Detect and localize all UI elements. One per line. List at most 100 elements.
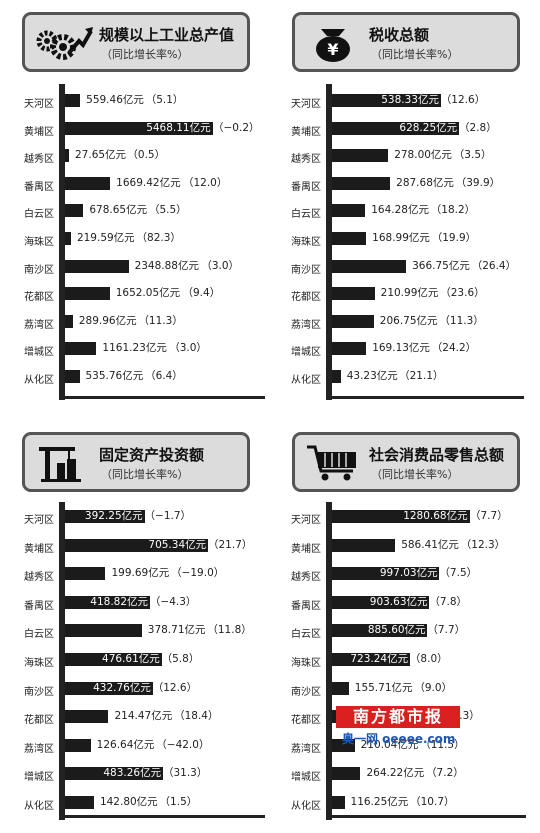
value-label: 278.00亿元 bbox=[394, 149, 452, 162]
category-label: 黄埔区 bbox=[291, 126, 321, 138]
bar bbox=[65, 204, 84, 218]
bar bbox=[332, 176, 391, 190]
category-label: 荔湾区 bbox=[24, 743, 54, 755]
panel-fixed-asset-investment: 固定资产投资额 （同比增长率%） 天河区 392.25亿元 （−1.7） 黄埔区 705… bbox=[0, 416, 270, 832]
value-label: 432.76亿元 bbox=[93, 681, 151, 694]
growth-label: （12.6） bbox=[440, 94, 486, 106]
value-label: 1652.05亿元 bbox=[115, 287, 181, 300]
category-label: 增城区 bbox=[24, 347, 54, 359]
bar bbox=[332, 567, 440, 581]
growth-label: （3.5） bbox=[453, 149, 492, 162]
category-label: 番禺区 bbox=[291, 181, 321, 193]
x-axis bbox=[326, 815, 526, 818]
category-label: 荔湾区 bbox=[291, 743, 321, 755]
value-label: 483.26亿元 bbox=[103, 767, 162, 780]
bar bbox=[65, 738, 91, 752]
value-label: 116.25亿元 bbox=[350, 796, 409, 808]
growth-label: （1.5） bbox=[159, 796, 198, 808]
panel-industrial-output: 规模以上工业总产值 （同比增长率%） 天河区 559.46亿元 （5.1） 黄埔区 54… bbox=[0, 0, 270, 416]
category-label: 从化区 bbox=[291, 801, 321, 812]
bar bbox=[65, 176, 111, 190]
value-label: 155.71亿元 bbox=[354, 681, 413, 694]
bar bbox=[332, 287, 375, 301]
growth-label: （−1.7） bbox=[144, 510, 192, 522]
value-label: 164.28亿元 bbox=[371, 204, 429, 217]
panel-header: 固定资产投资额 （同比增长率%） bbox=[22, 432, 250, 492]
bar bbox=[332, 370, 341, 383]
bar bbox=[65, 342, 97, 356]
bar bbox=[65, 314, 73, 328]
growth-label: （−19.0） bbox=[171, 567, 225, 580]
growth-label: （24.2） bbox=[431, 342, 477, 355]
value-label: 5468.11亿元 bbox=[146, 121, 211, 134]
growth-label: （3.0） bbox=[169, 342, 207, 355]
category-label: 白云区 bbox=[24, 209, 54, 221]
bar bbox=[332, 738, 355, 752]
value-label: 264.22亿元 bbox=[366, 767, 425, 780]
bar bbox=[65, 767, 163, 781]
bar bbox=[65, 567, 106, 581]
category-label: 增城区 bbox=[24, 772, 54, 784]
category-label: 天河区 bbox=[291, 99, 321, 110]
category-label: 荔湾区 bbox=[24, 319, 54, 331]
growth-label: （3.0） bbox=[201, 259, 240, 272]
category-label: 黄埔区 bbox=[24, 126, 54, 138]
value-label: 206.75亿元 bbox=[379, 314, 438, 327]
category-label: 番禺区 bbox=[24, 600, 54, 612]
value-label: 723.24亿元 bbox=[350, 653, 409, 665]
value-label: 535.76亿元 bbox=[85, 370, 144, 382]
value-label: 142.80亿元 bbox=[99, 796, 158, 808]
category-label: 白云区 bbox=[291, 629, 321, 641]
growth-label: （12.6） bbox=[152, 681, 198, 694]
category-label: 花都区 bbox=[291, 292, 321, 304]
growth-label: （82.3） bbox=[136, 232, 181, 244]
value-label: 678.65亿元 bbox=[89, 204, 148, 217]
growth-label: （2.8） bbox=[459, 121, 497, 134]
x-axis bbox=[59, 815, 265, 818]
value-label: 1669.42亿元 bbox=[116, 176, 181, 189]
bar bbox=[332, 342, 367, 356]
growth-label: （9.4） bbox=[182, 287, 221, 300]
shopping-cart-icon bbox=[307, 445, 356, 481]
category-label: 南沙区 bbox=[24, 686, 54, 698]
value-label: 169.13亿元 bbox=[372, 342, 430, 355]
category-label: 海珠区 bbox=[24, 237, 54, 248]
panel-tax-revenue: ¥ 税收总额 （同比增长率%） 天河区 538.33亿元 （12.6） 黄埔区 628.… bbox=[270, 0, 540, 416]
growth-label: （19.9） bbox=[431, 232, 477, 244]
growth-label: （21.7） bbox=[208, 538, 253, 551]
category-label: 越秀区 bbox=[24, 154, 54, 166]
growth-label: （39.9） bbox=[455, 176, 501, 189]
growth-label: （0.5） bbox=[127, 149, 166, 162]
bar bbox=[65, 538, 208, 552]
bar bbox=[65, 259, 129, 273]
bar bbox=[332, 510, 470, 523]
value-label: 214.47亿元 bbox=[114, 710, 173, 723]
category-label: 南沙区 bbox=[291, 686, 321, 698]
category-label: 荔湾区 bbox=[291, 319, 321, 331]
category-label: 海珠区 bbox=[24, 658, 54, 669]
category-label: 黄埔区 bbox=[291, 543, 321, 555]
growth-label: （−42.0） bbox=[156, 738, 210, 751]
bar bbox=[332, 538, 396, 552]
money-bag-icon: ¥ bbox=[316, 29, 350, 62]
category-label: 南沙区 bbox=[24, 264, 54, 276]
growth-label: （12.0） bbox=[182, 176, 228, 189]
growth-label: （18.4） bbox=[174, 710, 219, 723]
value-label: 126.64亿元 bbox=[96, 738, 155, 751]
growth-label: （23.6） bbox=[440, 287, 485, 300]
growth-label: （11.5） bbox=[420, 738, 465, 751]
category-label: 花都区 bbox=[291, 715, 321, 727]
watermark-brand: 南方都市报 bbox=[336, 706, 460, 728]
growth-label: （6.4） bbox=[145, 370, 183, 382]
value-label: 903.63亿元 bbox=[369, 595, 428, 608]
value-label: 538.33亿元 bbox=[381, 94, 439, 106]
y-axis bbox=[326, 84, 332, 400]
construction-crane-icon bbox=[39, 447, 81, 482]
value-label: 1161.23亿元 bbox=[102, 342, 167, 355]
bar bbox=[65, 595, 150, 609]
bar bbox=[65, 653, 162, 666]
value-label: 366.75亿元 bbox=[412, 259, 470, 272]
bar bbox=[332, 767, 361, 781]
x-axis bbox=[59, 396, 265, 399]
category-label: 从化区 bbox=[291, 375, 321, 386]
